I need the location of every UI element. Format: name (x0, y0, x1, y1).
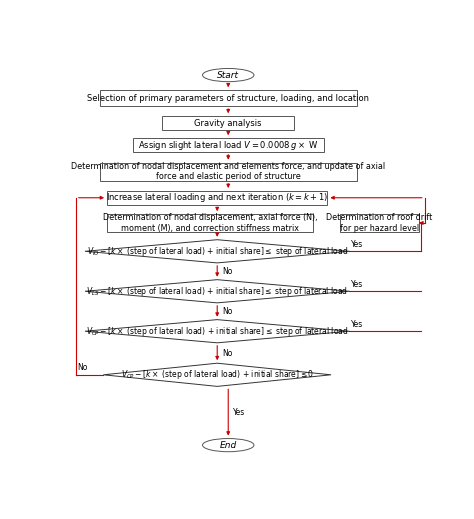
Text: Yes: Yes (351, 280, 364, 289)
Text: Determination of nodal displacement, axial force (N),
moment (M), and correction: Determination of nodal displacement, axi… (102, 213, 317, 233)
Polygon shape (103, 363, 331, 386)
Text: $V_{CP} - [k \times$ (step of lateral load) + initial share$] \leq 0$: $V_{CP} - [k \times$ (step of lateral lo… (120, 368, 314, 381)
FancyBboxPatch shape (100, 90, 357, 106)
Ellipse shape (202, 69, 254, 81)
FancyBboxPatch shape (107, 214, 313, 231)
Text: $V_{LS} - [k \times$ (step of lateral load) + initial share$] \leq$ step of late: $V_{LS} - [k \times$ (step of lateral lo… (86, 285, 348, 298)
FancyBboxPatch shape (340, 214, 419, 231)
Polygon shape (85, 240, 349, 263)
Text: No: No (222, 307, 232, 316)
Text: Determination of roof drift
for per hazard level: Determination of roof drift for per haza… (327, 213, 433, 233)
Text: End: End (219, 441, 237, 449)
Polygon shape (85, 320, 349, 343)
Text: Determination of nodal displacement and elements force, and update of axial
forc: Determination of nodal displacement and … (71, 162, 385, 182)
Text: Increase lateral loading and next iteration ($k = k + 1$): Increase lateral loading and next iterat… (106, 192, 328, 204)
Text: Yes: Yes (233, 408, 245, 417)
Text: Yes: Yes (351, 320, 364, 329)
FancyBboxPatch shape (162, 116, 294, 130)
FancyBboxPatch shape (100, 162, 357, 181)
Text: Assign slight lateral load $V = 0.0008\,g \times$ W: Assign slight lateral load $V = 0.0008\,… (138, 139, 319, 152)
Text: $V_{IO} - [k \times$ (step of lateral load) + initial share$] \leq$ step of late: $V_{IO} - [k \times$ (step of lateral lo… (87, 245, 348, 258)
FancyBboxPatch shape (107, 191, 328, 204)
Text: No: No (222, 267, 232, 276)
Polygon shape (85, 280, 349, 303)
Text: No: No (78, 363, 88, 372)
Ellipse shape (202, 439, 254, 452)
Text: Selection of primary parameters of structure, loading, and location: Selection of primary parameters of struc… (87, 94, 369, 103)
Text: Gravity analysis: Gravity analysis (194, 118, 262, 128)
FancyBboxPatch shape (133, 138, 324, 152)
Text: Yes: Yes (351, 240, 364, 249)
Text: $V_{CP} - [k \times$ (step of lateral load) + initial share$] \leq$ step of late: $V_{CP} - [k \times$ (step of lateral lo… (86, 325, 348, 338)
Text: No: No (222, 349, 232, 358)
Text: Start: Start (217, 71, 239, 79)
